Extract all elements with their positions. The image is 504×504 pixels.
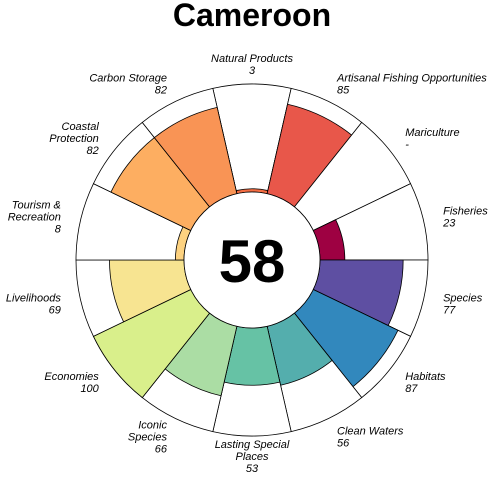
petal-label-tourism-recreation: Tourism & (12, 199, 61, 211)
overall-score: 58 (219, 228, 286, 295)
petal-label-tourism-recreation: Recreation (8, 211, 61, 223)
petal-value-mariculture: - (405, 139, 409, 151)
petal-label-coastal-protection: Protection (49, 133, 99, 145)
petal-value-natural-products: 3 (249, 65, 256, 77)
petal-label-coastal-protection: Coastal (62, 121, 100, 133)
petal-value-livelihoods: 69 (49, 305, 61, 317)
petal-label-natural-products: Natural Products (211, 53, 293, 65)
petal-label-habitats: Habitats (405, 371, 446, 383)
petal-label-artisanal-fishing-opportunities: Artisanal Fishing Opportunities (336, 72, 487, 84)
petal-value-lasting-special-places: 53 (246, 463, 259, 475)
petal-label-species: Species (443, 293, 483, 305)
petal-label-carbon-storage: Carbon Storage (89, 72, 167, 84)
petal-label-clean-waters: Clean Waters (337, 426, 404, 438)
petal-value-species: 77 (443, 305, 456, 317)
petal-value-fisheries: 23 (442, 217, 456, 229)
petal-label-economies: Economies (44, 371, 99, 383)
petal-label-livelihoods: Livelihoods (6, 293, 62, 305)
petal-label-lasting-special-places: Places (235, 451, 269, 463)
petal-label-fisheries: Fisheries (443, 205, 488, 217)
petal-value-iconic-species: 66 (155, 444, 168, 456)
petal-label-mariculture: Mariculture (405, 127, 459, 139)
petal-value-carbon-storage: 82 (155, 84, 167, 96)
petal-label-iconic-species: Iconic (138, 420, 167, 432)
petal-value-clean-waters: 56 (337, 438, 350, 450)
petal-value-artisanal-fishing-opportunities: 85 (337, 84, 350, 96)
chart-title: Cameroon (173, 0, 331, 33)
petals-group (75, 83, 429, 437)
petal-value-habitats: 87 (405, 383, 418, 395)
petal-label-lasting-special-places: Lasting Special (215, 439, 290, 451)
petal-value-economies: 100 (80, 383, 99, 395)
petal-value-tourism-recreation: 8 (55, 223, 62, 235)
petal-label-iconic-species: Species (128, 432, 168, 444)
center-circle (183, 191, 321, 329)
petal-value-coastal-protection: 82 (87, 145, 99, 157)
